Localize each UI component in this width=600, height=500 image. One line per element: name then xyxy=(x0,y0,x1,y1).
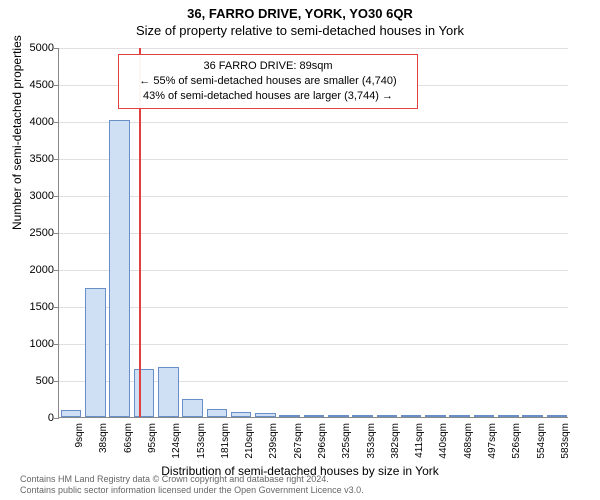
gridline xyxy=(59,196,568,197)
y-tick xyxy=(54,159,59,160)
page-title: 36, FARRO DRIVE, YORK, YO30 6QR xyxy=(0,6,600,21)
y-tick xyxy=(54,233,59,234)
y-tick-label: 3000 xyxy=(20,190,54,202)
y-tick xyxy=(54,48,59,49)
histogram-bar xyxy=(547,415,568,417)
y-tick-label: 500 xyxy=(20,375,54,387)
y-tick xyxy=(54,270,59,271)
y-tick-label: 0 xyxy=(20,412,54,424)
histogram-bar xyxy=(304,415,325,417)
y-tick xyxy=(54,381,59,382)
gridline xyxy=(59,344,568,345)
y-tick-label: 1000 xyxy=(20,338,54,350)
y-tick xyxy=(54,122,59,123)
histogram-bar xyxy=(352,415,373,417)
y-tick xyxy=(54,85,59,86)
histogram-bar xyxy=(61,410,82,417)
info-line-larger: 43% of semi-detached houses are larger (… xyxy=(127,89,409,104)
footer-line2: Contains public sector information licen… xyxy=(20,485,364,496)
histogram-bar xyxy=(377,415,398,417)
histogram-bar xyxy=(279,415,300,417)
y-tick xyxy=(54,418,59,419)
y-tick-label: 1500 xyxy=(20,301,54,313)
histogram-chart: 36 FARRO DRIVE: 89sqm ← 55% of semi-deta… xyxy=(58,48,568,418)
marker-info-box: 36 FARRO DRIVE: 89sqm ← 55% of semi-deta… xyxy=(118,54,418,109)
histogram-bar xyxy=(474,415,495,417)
y-tick-label: 3500 xyxy=(20,153,54,165)
y-tick-label: 2500 xyxy=(20,227,54,239)
y-tick-label: 5000 xyxy=(20,42,54,54)
info-line-smaller: ← 55% of semi-detached houses are smalle… xyxy=(127,74,409,89)
histogram-bar xyxy=(522,415,543,417)
histogram-bar xyxy=(449,415,470,417)
histogram-bar xyxy=(109,120,130,417)
gridline xyxy=(59,307,568,308)
histogram-bar xyxy=(182,399,203,418)
histogram-bar xyxy=(231,412,252,417)
y-tick-label: 4000 xyxy=(20,116,54,128)
info-line-property: 36 FARRO DRIVE: 89sqm xyxy=(127,59,409,74)
histogram-bar xyxy=(328,415,349,417)
histogram-bar xyxy=(425,415,446,417)
histogram-bar xyxy=(85,288,106,418)
y-tick-label: 4500 xyxy=(20,79,54,91)
histogram-bar xyxy=(158,367,179,417)
histogram-bar xyxy=(134,369,155,417)
histogram-bar xyxy=(255,413,276,417)
gridline xyxy=(59,270,568,271)
y-tick xyxy=(54,344,59,345)
gridline xyxy=(59,48,568,49)
gridline xyxy=(59,233,568,234)
page-subtitle: Size of property relative to semi-detach… xyxy=(0,23,600,38)
gridline xyxy=(59,122,568,123)
gridline xyxy=(59,159,568,160)
histogram-bar xyxy=(207,409,228,417)
footer-attribution: Contains HM Land Registry data © Crown c… xyxy=(20,474,364,497)
y-tick xyxy=(54,307,59,308)
histogram-bar xyxy=(498,415,519,417)
y-tick-label: 2000 xyxy=(20,264,54,276)
y-tick xyxy=(54,196,59,197)
footer-line1: Contains HM Land Registry data © Crown c… xyxy=(20,474,364,485)
histogram-bar xyxy=(401,415,422,417)
